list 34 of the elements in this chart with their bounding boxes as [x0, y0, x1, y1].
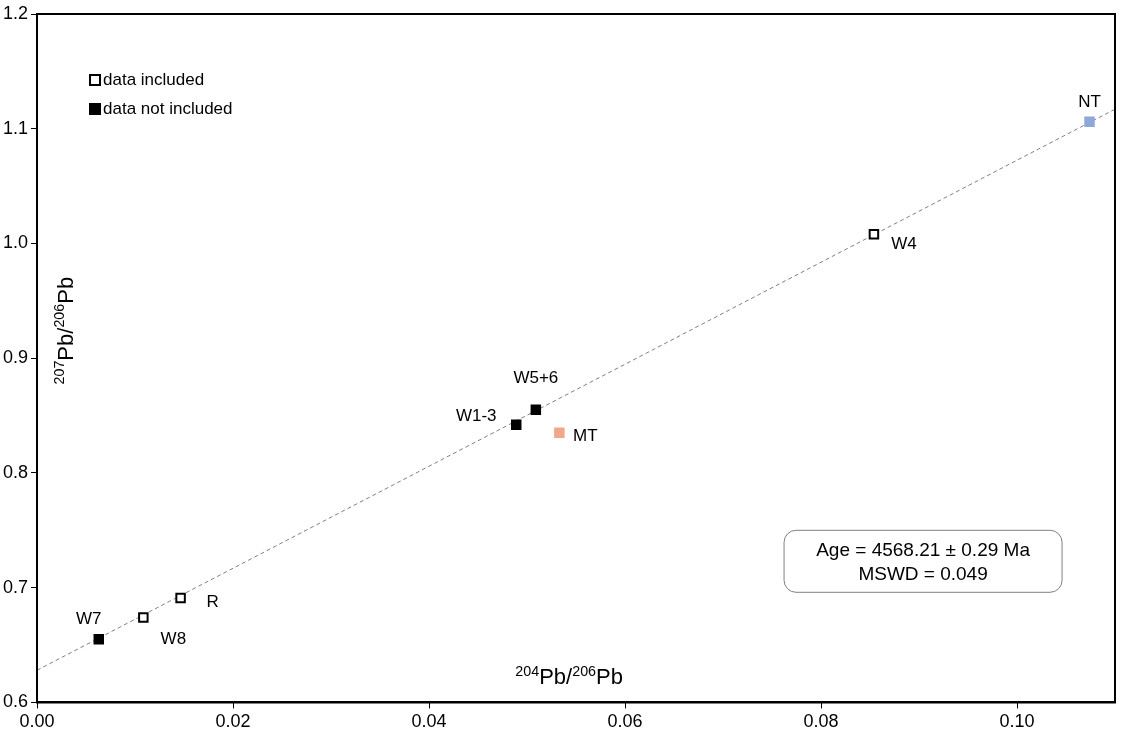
annotation: W1-3 — [455, 406, 497, 426]
x-tick-label: 0.02 — [215, 711, 251, 732]
legend-label: data included — [103, 69, 205, 89]
x-tick-label: 0.00 — [19, 711, 55, 732]
point — [868, 229, 880, 240]
y-tick-label: 0.6 — [2, 691, 29, 712]
point — [554, 427, 565, 439]
y-tick-label: 1.2 — [2, 2, 29, 23]
x-tick-label: 0.08 — [803, 711, 839, 732]
annotation: R — [206, 591, 219, 611]
y-tick-label: 0.8 — [2, 461, 29, 482]
annotation: MT — [573, 426, 598, 446]
annotation: NT — [1078, 91, 1101, 111]
y-axis-title: 207Pb/206Pb — [51, 276, 79, 385]
annotation: Age = 4568.21 ± 0.29 Ma — [816, 538, 1031, 560]
y-tick-label: 1.0 — [2, 232, 29, 253]
annotation: W4 — [891, 233, 917, 253]
point — [93, 634, 104, 645]
annotation: MSWD = 0.049 — [858, 562, 988, 584]
annotation: W7 — [76, 608, 102, 628]
y-tick-label: 1.1 — [2, 117, 29, 138]
point — [175, 592, 186, 604]
point — [510, 419, 522, 430]
annotation: W8 — [160, 629, 187, 649]
point — [1084, 116, 1095, 128]
x-tick-label: 0.06 — [607, 711, 643, 732]
legend-label: data not included — [103, 98, 233, 118]
annotation: W5+6 — [513, 367, 559, 387]
x-tick-label: 0.04 — [411, 711, 447, 732]
point — [138, 612, 149, 623]
y-tick-label: 0.9 — [2, 347, 29, 368]
y-tick-label: 0.7 — [2, 576, 29, 597]
point — [530, 404, 542, 416]
x-tick-label: 0.10 — [999, 711, 1035, 732]
